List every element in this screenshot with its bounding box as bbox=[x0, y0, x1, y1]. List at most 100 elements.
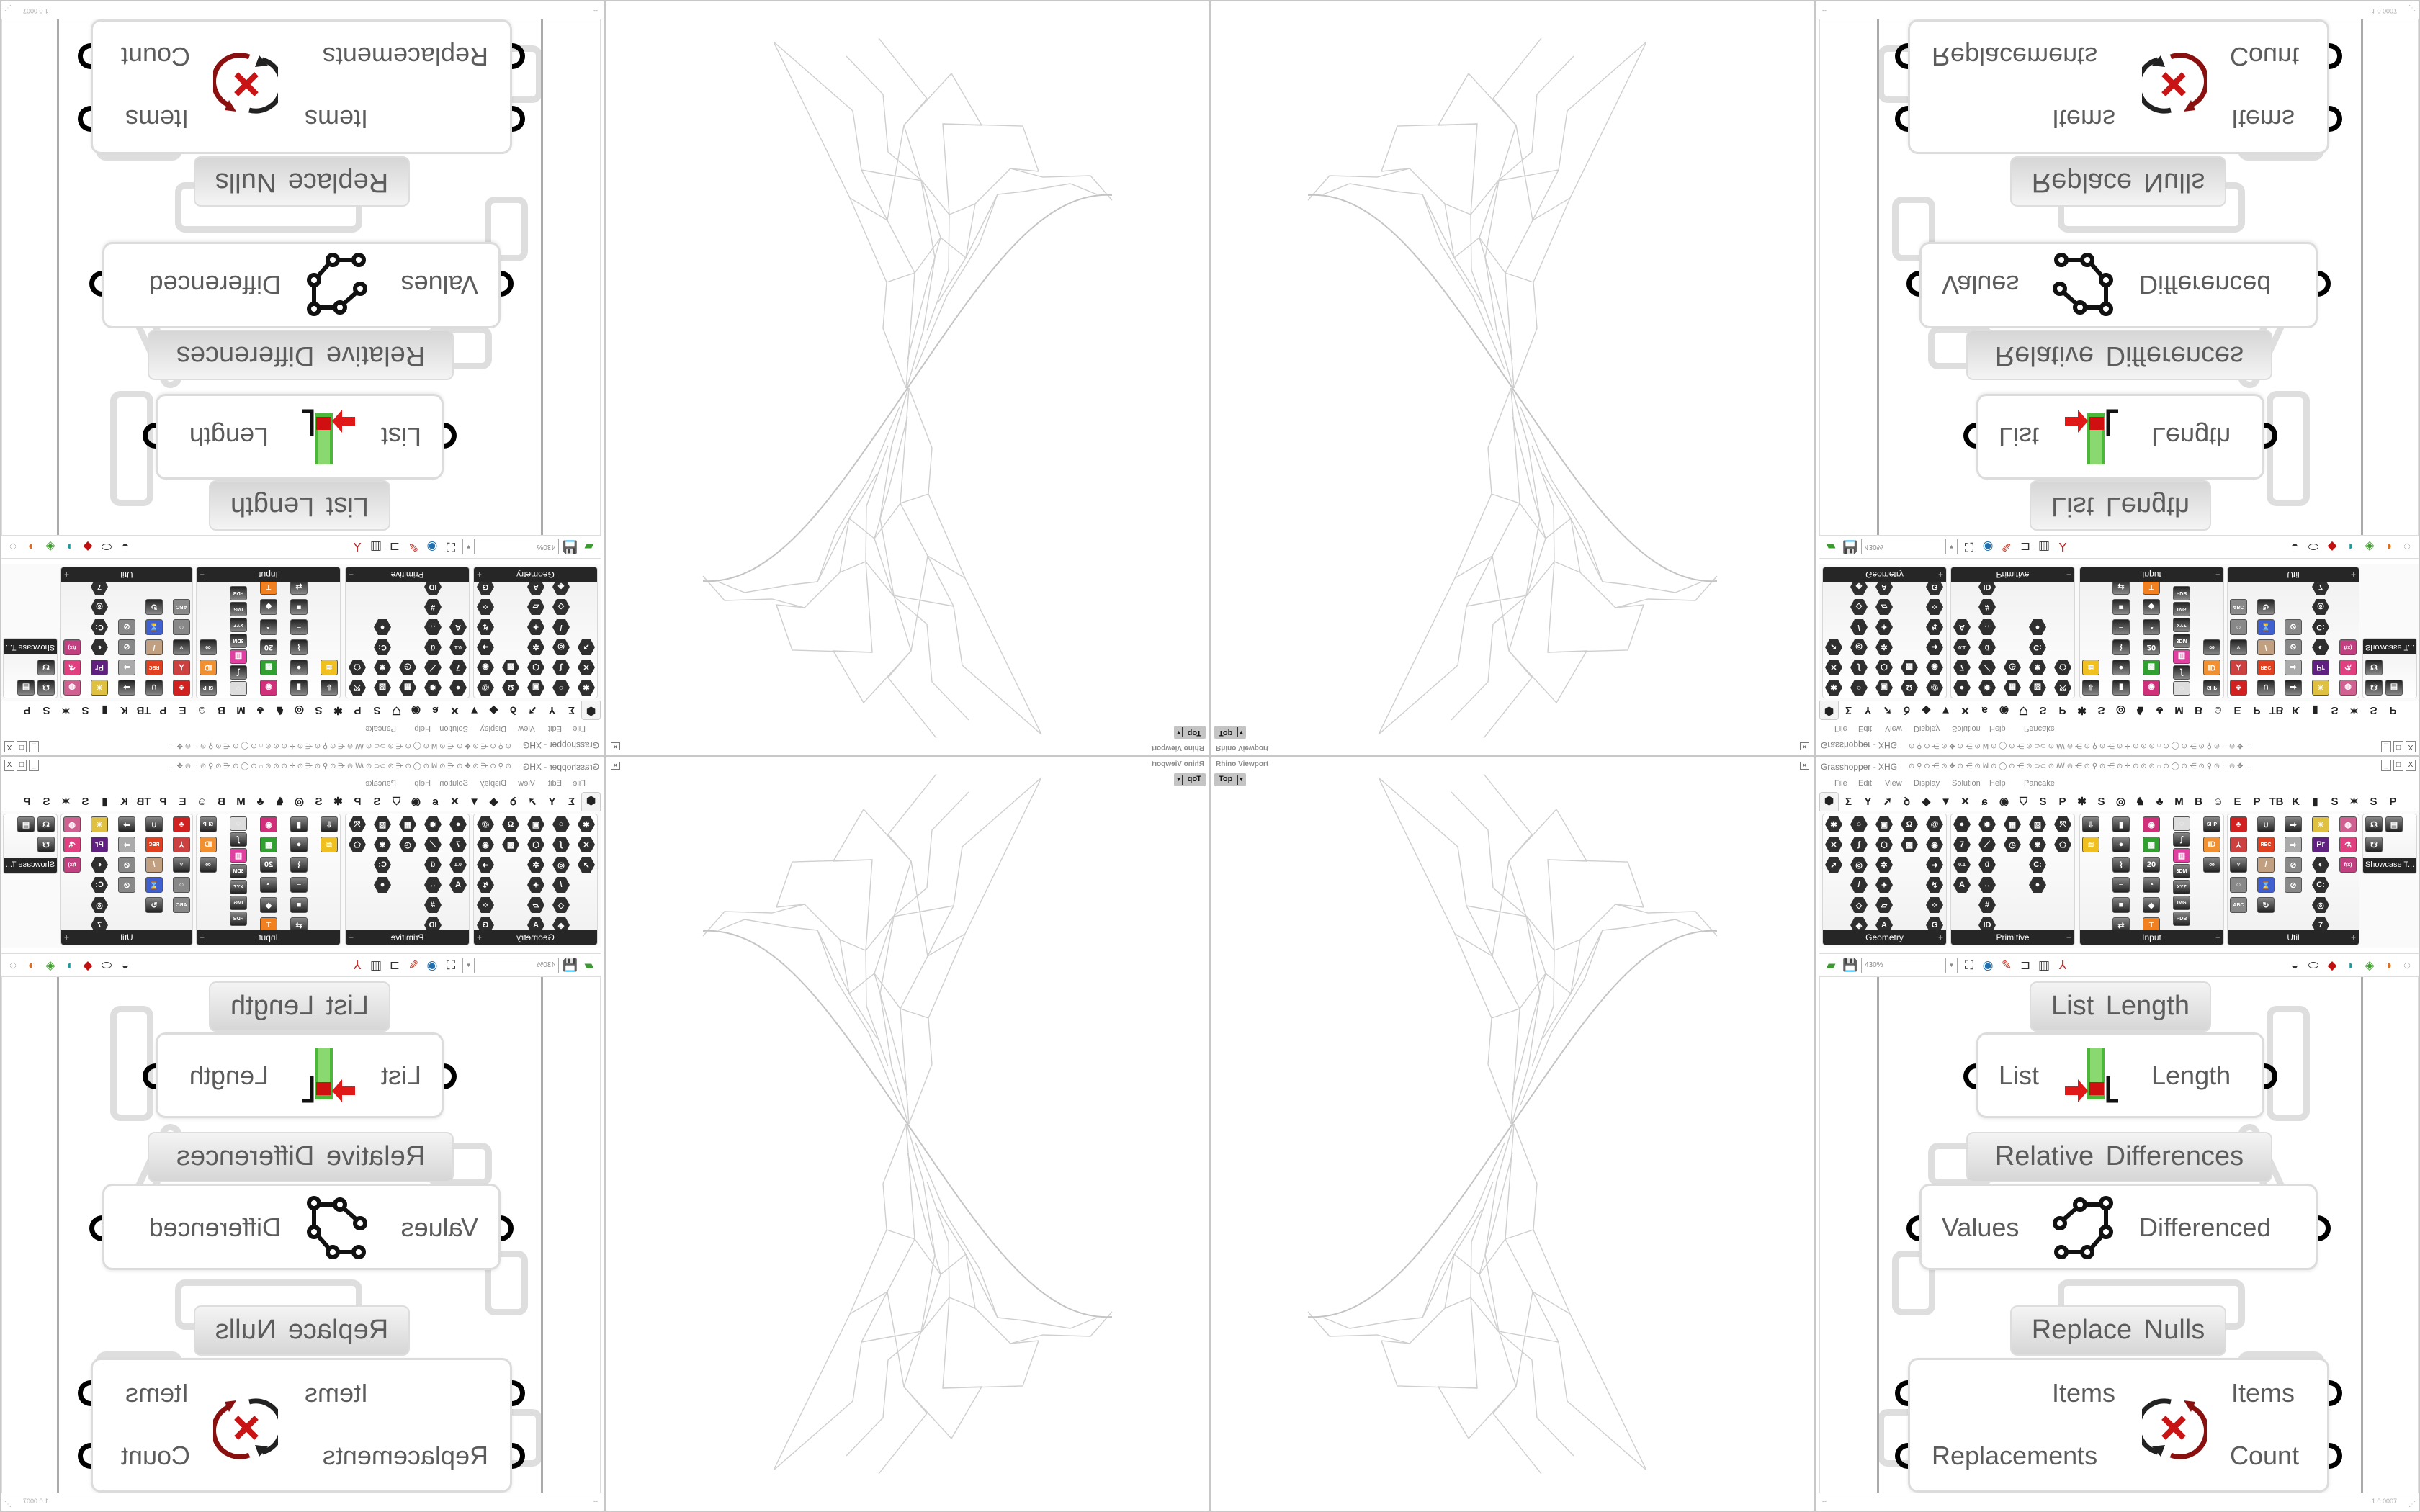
mesh-face-icon[interactable]: ▩ bbox=[502, 660, 519, 675]
save-icon[interactable]: 💾 bbox=[562, 958, 578, 972]
panel-label[interactable]: Util + bbox=[61, 930, 192, 945]
tab-11[interactable]: S bbox=[373, 795, 381, 808]
tab-29[interactable]: P bbox=[23, 704, 31, 717]
grasshopper-canvas[interactable]: List Length List Length Relative Differe… bbox=[1, 976, 601, 1493]
abc-icon[interactable]: ABC bbox=[2230, 599, 2247, 615]
colour-picker-icon[interactable]: ▩ bbox=[2143, 660, 2160, 675]
menu-help[interactable]: Help bbox=[414, 779, 431, 788]
output-grip[interactable] bbox=[2318, 271, 2331, 297]
line-param-icon[interactable]: ➚ bbox=[578, 639, 595, 655]
menu-display[interactable]: Display bbox=[480, 724, 506, 733]
surface-icon[interactable]: ◇ bbox=[552, 599, 570, 615]
gauge-icon[interactable]: ◐ bbox=[91, 857, 108, 873]
resize-grip-icon[interactable]: ⋰ bbox=[2408, 4, 2416, 12]
relative-differences-component[interactable]: Values Differenced bbox=[1906, 242, 2331, 328]
chevron-down-icon[interactable]: ▼ bbox=[1237, 727, 1245, 737]
button-icon[interactable]: ● bbox=[2112, 660, 2130, 675]
expand-icon[interactable]: + bbox=[1937, 570, 1943, 580]
geometry-cache-icon[interactable]: @ bbox=[477, 816, 494, 832]
document-icon[interactable]: ▥ bbox=[2038, 958, 2051, 972]
tab-23[interactable]: TB bbox=[136, 795, 151, 808]
tab-5[interactable]: ◆ bbox=[1922, 704, 1931, 716]
tab-15[interactable]: ◎ bbox=[2115, 704, 2126, 716]
line-icon[interactable]: / bbox=[1850, 877, 1868, 893]
gradient-icon[interactable]: ⌇ bbox=[2112, 857, 2130, 873]
tab-6[interactable]: ▼ bbox=[1940, 704, 1951, 717]
tree-icon[interactable]: ♆ bbox=[173, 639, 190, 655]
forward-outline-icon[interactable]: ⇨ bbox=[118, 837, 135, 852]
file-path-icon[interactable]: C: bbox=[2029, 639, 2046, 655]
tab-13[interactable]: ✱ bbox=[2077, 796, 2087, 808]
tab-21[interactable]: E bbox=[2233, 704, 2241, 717]
text-icon[interactable]: A bbox=[449, 619, 467, 635]
tab-27[interactable]: ✶ bbox=[2349, 704, 2359, 716]
data-path-icon[interactable]: ▦ bbox=[399, 816, 416, 832]
tab-26[interactable]: S bbox=[81, 704, 89, 717]
field-param-icon[interactable]: ⬠ bbox=[349, 837, 366, 852]
interval-icon[interactable]: ↔ bbox=[1978, 877, 1996, 893]
tab-12[interactable]: P bbox=[2058, 795, 2066, 808]
input-grip[interactable] bbox=[1963, 423, 1976, 449]
file-path-icon[interactable]: C: bbox=[374, 857, 391, 873]
img-icon[interactable]: IMG bbox=[2173, 602, 2190, 616]
premiere-icon[interactable]: Pr bbox=[2312, 837, 2329, 852]
panel-label[interactable]: Input + bbox=[2080, 930, 2223, 945]
tab-14[interactable]: S bbox=[315, 795, 323, 808]
tab-7[interactable]: ✕ bbox=[1960, 796, 1970, 808]
3dm-icon[interactable]: 3DM bbox=[230, 864, 247, 878]
menu-file[interactable]: File bbox=[573, 724, 586, 733]
xyz-icon[interactable]: XYZ bbox=[2173, 880, 2190, 894]
boolean-icon[interactable]: ● bbox=[449, 816, 467, 832]
tab-15[interactable]: ◎ bbox=[294, 796, 305, 808]
number-icon[interactable]: 0.1 bbox=[449, 857, 467, 873]
preview-eye-icon[interactable]: ◉ bbox=[426, 958, 438, 972]
time-icon[interactable]: ◷ bbox=[2004, 660, 2021, 675]
tab-18[interactable]: M bbox=[236, 704, 246, 717]
tab-6[interactable]: ▼ bbox=[469, 795, 480, 808]
group-icon[interactable]: Ω bbox=[1901, 680, 1918, 696]
disable-icon[interactable]: ⊘ bbox=[2285, 877, 2302, 893]
cherries-icon[interactable]: ♣ bbox=[2230, 816, 2247, 832]
output-grip[interactable] bbox=[2318, 1215, 2331, 1241]
tab-7[interactable]: ✕ bbox=[450, 704, 460, 716]
output-grip[interactable] bbox=[2264, 1063, 2277, 1089]
tab-9[interactable]: ◉ bbox=[1999, 796, 2009, 808]
tab-25[interactable]: ▮ bbox=[2312, 704, 2318, 716]
sketch-icon[interactable]: ✎ bbox=[408, 958, 419, 972]
preview-mesh-icon[interactable]: ◈ bbox=[2365, 540, 2375, 554]
fx-icon[interactable]: f(x) bbox=[2339, 857, 2357, 873]
transform-icon[interactable]: ➜ bbox=[477, 639, 494, 655]
clock-icon[interactable]: ◔ bbox=[260, 619, 277, 635]
tab-12[interactable]: P bbox=[2058, 704, 2066, 717]
gauge-icon[interactable]: ◐ bbox=[91, 639, 108, 655]
expand-icon[interactable]: + bbox=[64, 932, 70, 942]
tab-25[interactable]: ▮ bbox=[102, 796, 108, 808]
surface-icon[interactable]: ◇ bbox=[1850, 599, 1868, 615]
gumball-icon[interactable]: ⅄ bbox=[2058, 540, 2067, 554]
id-tag-icon[interactable]: ID bbox=[200, 837, 217, 852]
circle-param-icon[interactable]: ✕ bbox=[578, 837, 595, 852]
abc-icon[interactable]: ABC bbox=[173, 897, 190, 913]
complex-icon[interactable]: ü bbox=[1978, 857, 1996, 873]
tab-17[interactable]: ♣ bbox=[2156, 795, 2164, 808]
panel-label[interactable]: Geometry + bbox=[1823, 567, 1946, 582]
save-icon[interactable]: 💾 bbox=[1842, 958, 1858, 972]
colour-wheel-icon[interactable]: ◆ bbox=[2143, 599, 2160, 615]
line-param-icon[interactable]: ➚ bbox=[1825, 639, 1842, 655]
file-util-icon[interactable]: C: bbox=[91, 877, 108, 893]
preview-mesh-icon[interactable]: ◈ bbox=[2365, 958, 2375, 972]
tab-10[interactable]: ⛉ bbox=[2019, 795, 2028, 808]
graph-mapper-icon[interactable]: ≋ bbox=[2082, 837, 2099, 852]
cherries-icon[interactable]: ♣ bbox=[173, 816, 190, 832]
open-file-icon[interactable]: ▰ bbox=[584, 540, 594, 554]
tab-11[interactable]: S bbox=[373, 704, 381, 717]
xyz-icon[interactable]: XYZ bbox=[230, 880, 247, 894]
panel-icon[interactable]: ■ bbox=[2112, 897, 2130, 913]
tab-26[interactable]: S bbox=[2331, 795, 2339, 808]
magnet-icon[interactable]: ∪ bbox=[145, 816, 163, 832]
bezier-icon[interactable]: ∫ bbox=[230, 665, 247, 680]
tab-26[interactable]: S bbox=[81, 795, 89, 808]
geometry-cache-icon[interactable]: @ bbox=[1926, 816, 1943, 832]
preview-shaded-icon[interactable]: ◆ bbox=[2327, 540, 2337, 554]
colour-wheel-icon[interactable]: ◆ bbox=[2143, 897, 2160, 913]
